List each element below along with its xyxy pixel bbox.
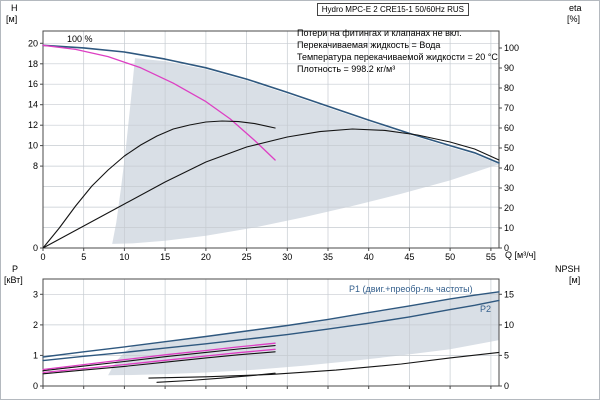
y-tick-label: 0 — [33, 381, 38, 391]
y2-tick-label: 40 — [504, 163, 514, 173]
y2-tick-label: 100 — [504, 43, 519, 53]
y-tick-label: 16 — [28, 79, 38, 89]
chart-title: Hydro MPC-E 2 CRE15-1 50/60Hz RUS — [316, 3, 469, 16]
p1-curve-label: P1 (двиг.+преобр-ль частоты) — [349, 284, 473, 294]
series-npsh-two-pumps — [148, 351, 500, 379]
y2-tick-label: 90 — [504, 63, 514, 73]
note-density: Плотность = 998.2 кг/м³ — [297, 64, 396, 74]
y-tick-label: 0 — [33, 243, 38, 253]
y2-tick-label: 50 — [504, 143, 514, 153]
h-axis-unit: [м] — [6, 14, 18, 24]
series-eta-two-pumps — [42, 128, 500, 249]
x-tick-label: 25 — [242, 252, 252, 262]
notes-block: Потери на фитингах и клапанах не вкл. Пе… — [297, 27, 498, 75]
npsh-axis-unit: [м] — [569, 275, 581, 285]
h-axis-label: H — [11, 3, 18, 13]
series-p2-two-pumps — [42, 299, 500, 362]
x-tick-label: 10 — [119, 252, 129, 262]
q-axis-label: Q [м³/ч] — [505, 250, 536, 260]
x-tick-label: 50 — [445, 252, 455, 262]
head-chart-frame — [42, 30, 500, 249]
y-tick-label: 1 — [33, 350, 38, 360]
y2-tick-label: 10 — [504, 320, 514, 330]
y2-tick-label: 80 — [504, 83, 514, 93]
note-liquid: Перекачиваемая жидкость = Вода — [297, 40, 441, 50]
series-p1-two-pumps — [42, 291, 500, 358]
y2-tick-label: 20 — [504, 203, 514, 213]
series-npsh-one-pump — [156, 372, 276, 383]
note-temperature: Температура перекачиваемой жидкости = 20… — [297, 52, 498, 62]
series-eta-one-pump — [42, 120, 276, 249]
y2-tick-label: 70 — [504, 103, 514, 113]
y-tick-label: 8 — [33, 161, 38, 171]
y2-tick-label: 60 — [504, 123, 514, 133]
x-tick-label: 15 — [160, 252, 170, 262]
power-npsh-chart-frame — [42, 278, 500, 387]
series-p2-one-pump — [42, 348, 276, 374]
x-tick-label: 20 — [201, 252, 211, 262]
y2-tick-label: 30 — [504, 183, 514, 193]
x-tick-label: 45 — [404, 252, 414, 262]
series-hq-100pct-two-pumps — [42, 44, 500, 164]
speed-100pct-label: 100 % — [67, 34, 93, 44]
p-axis-unit: [кВт] — [4, 275, 23, 285]
y2-tick-label: 10 — [504, 223, 514, 233]
y2-tick-label: 0 — [504, 243, 509, 253]
eta-axis-label: eta — [569, 3, 582, 13]
y-tick-label: 20 — [28, 38, 38, 48]
power-npsh-chart: 0 1 2 3 0 5 10 15 — [33, 278, 514, 391]
series-p2-one-pump-black — [42, 351, 276, 375]
npsh-axis-label: NPSH — [555, 264, 581, 274]
x-tick-label: 35 — [323, 252, 333, 262]
x-tick-label: 5 — [81, 252, 86, 262]
y-tick-label: 14 — [28, 100, 38, 110]
y-tick-label: 18 — [28, 59, 38, 69]
series-p1-one-pump — [42, 342, 276, 371]
p-axis-label: P — [12, 264, 19, 274]
x-tick-label: 55 — [486, 252, 496, 262]
y2-tick-label: 0 — [504, 381, 509, 391]
p2-curve-label: P2 — [480, 304, 492, 314]
series-p1-one-pump-black — [42, 345, 276, 372]
y-tick-label: 2 — [33, 320, 38, 330]
eta-axis-unit: [%] — [567, 14, 581, 24]
x-tick-label: 40 — [364, 252, 374, 262]
series-hq-setpoint-one-pump — [42, 44, 276, 161]
y-tick-label: 12 — [28, 120, 38, 130]
power-npsh-chart-operating-envelope — [108, 291, 499, 376]
head-chart-operating-envelope — [112, 58, 499, 244]
y2-tick-label: 5 — [504, 350, 509, 360]
head-chart: 0 5 10 15 20 25 30 35 40 45 50 55 0 8 10 12 14 16 18 20 0 10 2… — [28, 30, 519, 262]
note-losses: Потери на фитингах и клапанах не вкл. — [297, 28, 462, 38]
y-tick-label: 10 — [28, 141, 38, 151]
y-tick-label: 3 — [33, 289, 38, 299]
y2-tick-label: 15 — [504, 289, 514, 299]
x-tick-label: 0 — [40, 252, 45, 262]
x-tick-label: 30 — [282, 252, 292, 262]
